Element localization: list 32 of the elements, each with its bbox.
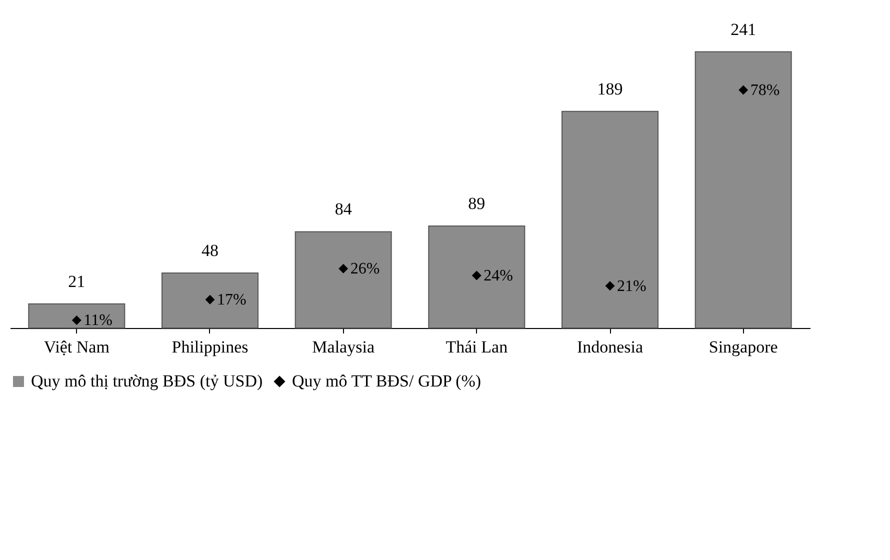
data-label: 48 bbox=[202, 240, 218, 260]
data-label: 241 bbox=[730, 20, 756, 39]
bar bbox=[562, 110, 658, 328]
x-tick-label: Malaysia bbox=[312, 338, 375, 356]
data-label: 21% bbox=[617, 278, 646, 295]
point bbox=[605, 281, 615, 291]
bar bbox=[28, 303, 126, 328]
data-label: 11% bbox=[84, 312, 112, 330]
point bbox=[205, 294, 215, 304]
point bbox=[472, 270, 482, 280]
point bbox=[338, 264, 348, 274]
x-tick-label: Việt Nam bbox=[44, 338, 110, 356]
legend-label: Quy mô thị trường BĐS (tỷ USD) bbox=[31, 372, 263, 390]
data-label: 26% bbox=[350, 260, 380, 278]
bar bbox=[294, 231, 392, 328]
legend-label: Quy mô TT BĐS/ GDP (%) bbox=[292, 372, 482, 390]
bar bbox=[694, 51, 792, 328]
point bbox=[72, 315, 82, 325]
point bbox=[738, 85, 748, 95]
data-label: 24% bbox=[484, 268, 513, 285]
x-tick-label: Singapore bbox=[708, 338, 778, 356]
data-label: 17% bbox=[217, 292, 246, 309]
data-label: 89 bbox=[468, 194, 486, 213]
data-label: 189 bbox=[597, 79, 623, 98]
x-tick-label: Philippines bbox=[172, 338, 248, 356]
bar bbox=[428, 225, 526, 328]
x-tick-label: Thái Lan bbox=[446, 338, 508, 356]
data-label: 21 bbox=[68, 272, 86, 291]
x-tick-label: Indonesia bbox=[576, 338, 644, 356]
data-label: 84 bbox=[334, 200, 352, 219]
data-label: 78% bbox=[750, 82, 780, 99]
bar bbox=[162, 272, 258, 328]
